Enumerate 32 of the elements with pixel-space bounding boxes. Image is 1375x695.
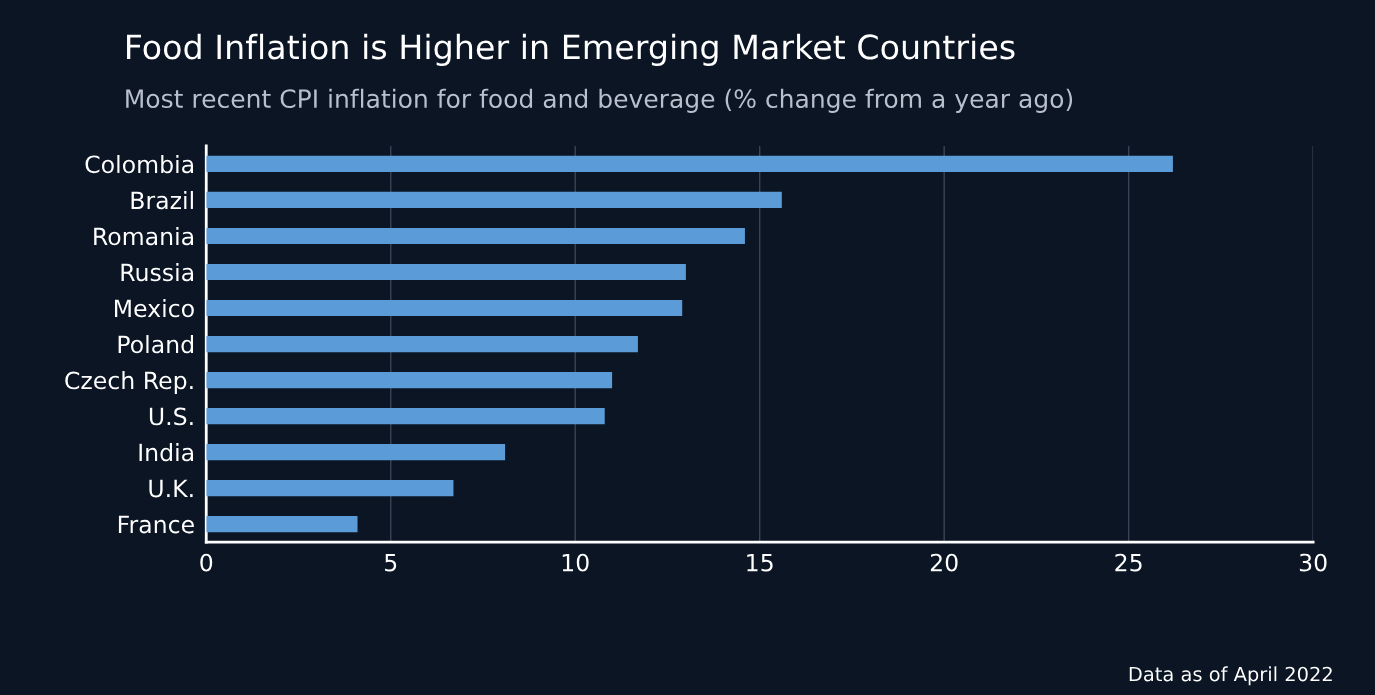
y-tick-label: France bbox=[118, 515, 194, 534]
text: Data as of April 2022 bbox=[1129, 666, 1332, 686]
bar bbox=[206, 263, 686, 281]
chart-subtitle: Most recent CPI inflation for food and beverage (% change from a year ago) bbox=[126, 88, 1073, 113]
y-tick-label: U.K. bbox=[149, 479, 193, 498]
chart-title: Food Inflation is Higher in Emerging Market Countries bbox=[127, 33, 1015, 67]
bar bbox=[206, 227, 745, 245]
y-tick-label: Russia bbox=[121, 263, 193, 282]
y-tick-label: Romania bbox=[94, 227, 193, 246]
y-tick-label: Brazil bbox=[131, 191, 193, 210]
x-tick-label: 30 bbox=[1299, 553, 1327, 572]
bar bbox=[206, 191, 782, 209]
bar bbox=[206, 155, 1173, 173]
bar bbox=[206, 335, 638, 353]
x-tick-label: 0 bbox=[200, 553, 213, 572]
bar bbox=[206, 515, 358, 533]
y-tick-label: Mexico bbox=[115, 299, 194, 318]
bar bbox=[206, 299, 683, 317]
x-tick-label: 20 bbox=[930, 553, 958, 572]
y-tick-label: Poland bbox=[118, 335, 193, 354]
x-tick-label: 25 bbox=[1115, 553, 1142, 572]
bar bbox=[206, 371, 613, 389]
y-tick-label: Czech Rep. bbox=[65, 371, 193, 394]
x-tick-label: 15 bbox=[747, 553, 773, 572]
bar bbox=[206, 407, 605, 425]
x-tick-label: 10 bbox=[562, 553, 589, 572]
y-tick-label: U.S. bbox=[149, 407, 193, 426]
bar bbox=[206, 479, 454, 497]
y-tick-label: India bbox=[139, 443, 193, 462]
y-tick-label: Colombia bbox=[85, 154, 193, 174]
x-tick-label: 5 bbox=[385, 553, 397, 572]
bar bbox=[206, 443, 506, 461]
